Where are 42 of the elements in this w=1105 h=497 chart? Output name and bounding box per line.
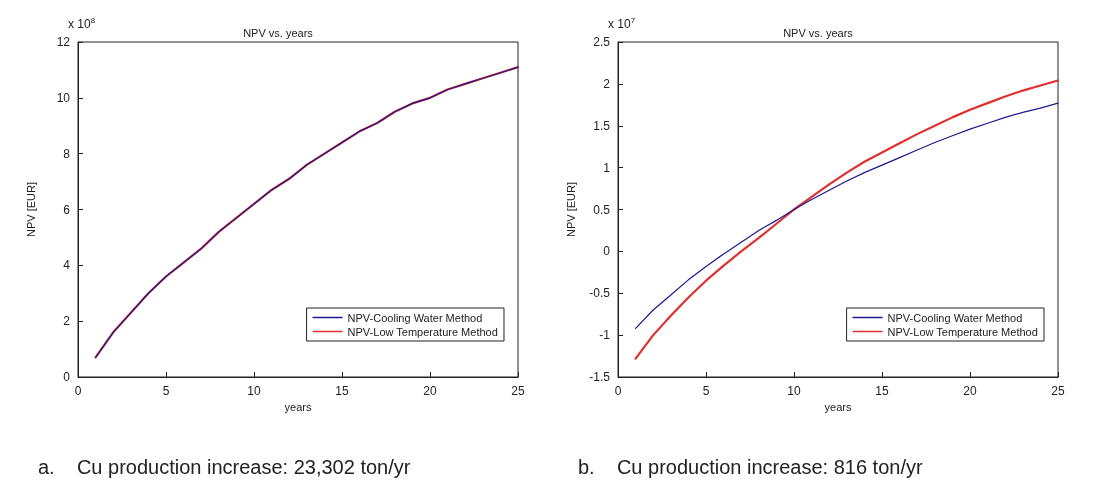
x-tick-label: 25 [511,384,525,398]
y-axis-title: NPV [EUR] [24,181,37,238]
x-tick-label: 20 [963,384,977,398]
legend-label: NPV-Low Temperature Method [347,325,498,338]
y-tick-label: 2.5 [593,35,611,49]
y-tick-label: 10 [56,90,71,105]
x-tick-label: 25 [1051,384,1065,398]
y-tick-label: 6 [63,202,71,217]
y-tick-label: 8 [63,146,71,161]
y-tick-label: 1.5 [593,118,611,133]
y-tick-label: 4 [63,258,71,273]
y-tick-label: 0 [603,244,611,259]
text: a. Cu production increase: 23,302 ton/yr [38,456,411,478]
y-axis-title: NPV [EUR] [564,181,577,238]
y-tick-label: 0 [63,370,71,384]
x-tick-label: 10 [247,384,261,398]
x-tick-label: 5 [162,384,170,398]
x-tick-label: 20 [423,384,437,398]
y-tick-label: 2 [63,314,71,329]
y-tick-label: 2 [603,76,611,91]
x-tick-label: 15 [875,384,889,398]
y-tick-label: -1.5 [589,370,611,384]
legend-label: NPV-Cooling Water Method [347,311,483,324]
x-tick-label: 15 [335,384,349,398]
x-tick-label: 5 [702,384,710,398]
chart-title: NPV vs. years [243,26,314,39]
y-tick-label: 0.5 [593,202,611,217]
text: b. Cu production increase: 816 ton/yr [578,456,923,478]
x-axis-title: years [284,401,312,414]
x-tick-label: 0 [74,384,82,398]
y-tick-label: 1 [603,160,611,175]
legend-label: NPV-Cooling Water Method [887,311,1023,324]
chart-title: NPV vs. years [783,26,854,39]
x-tick-label: 0 [614,384,622,398]
y-tick-label: 12 [56,35,71,49]
y-tick-label: -0.5 [589,286,611,301]
y-tick-label: -1 [599,328,611,343]
x-axis-title: years [824,401,852,414]
x-tick-label: 10 [787,384,801,398]
line-series [634,79,1060,360]
line-series [635,102,1059,330]
legend-label: NPV-Low Temperature Method [887,325,1038,338]
